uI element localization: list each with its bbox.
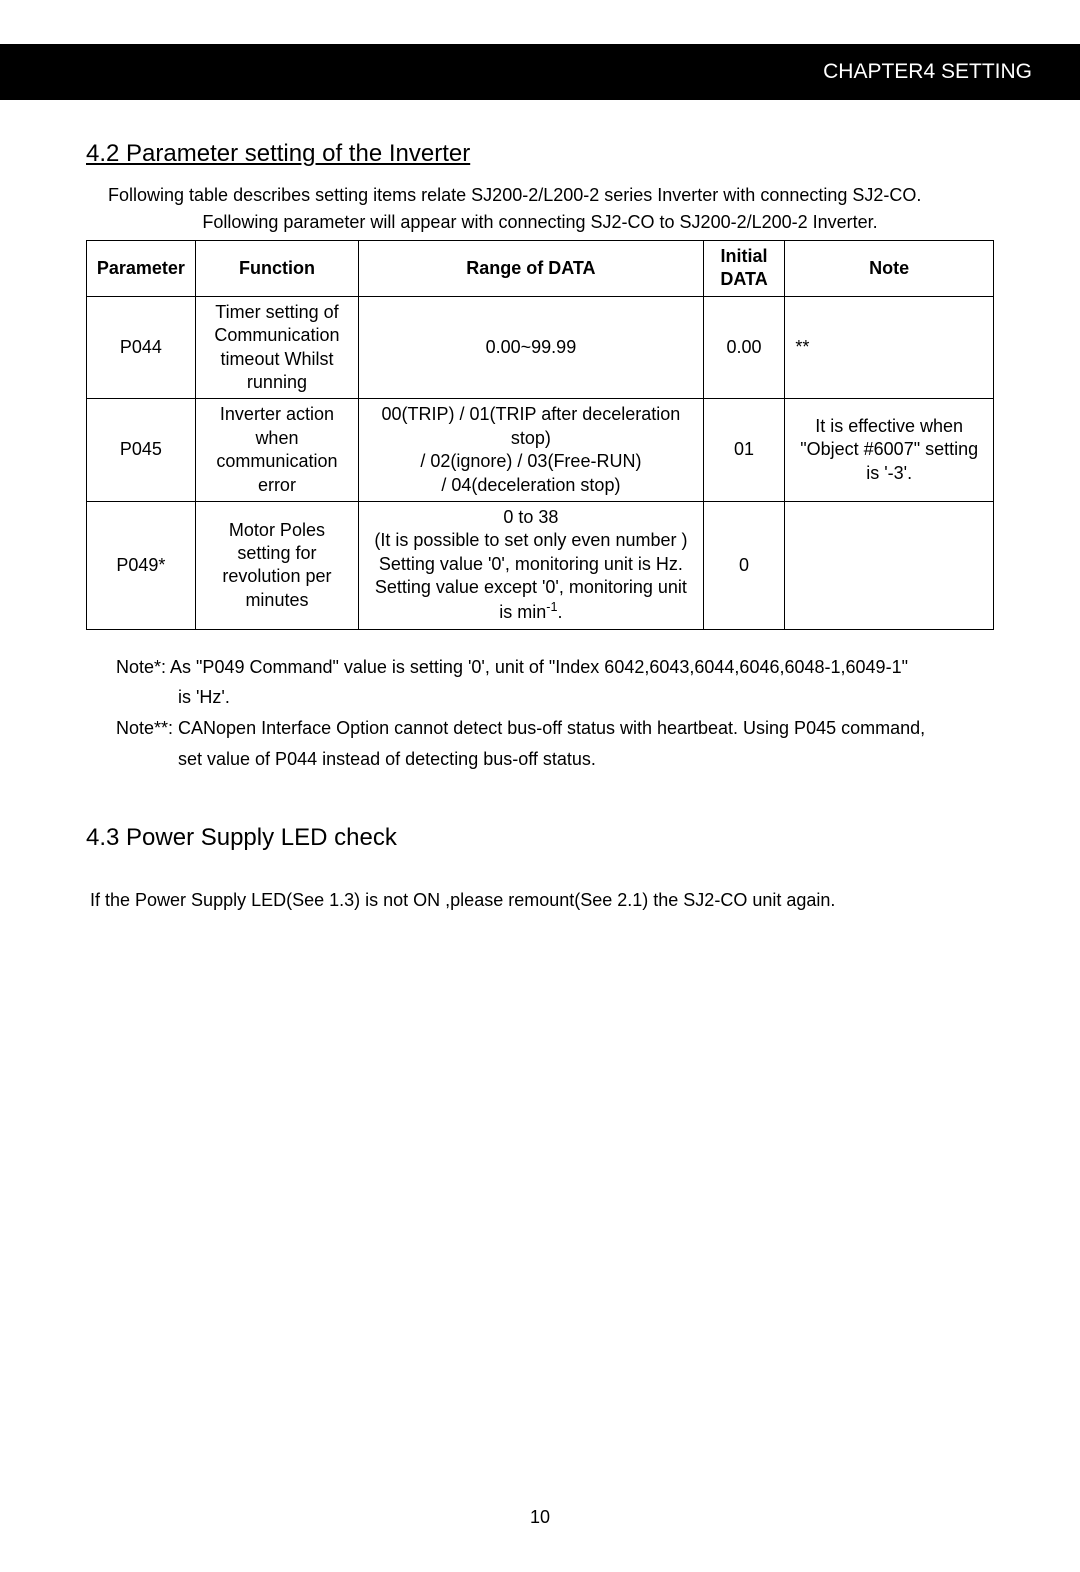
cell-range: 0 to 38 (It is possible to set only even… (359, 501, 704, 629)
footnotes: Note*: As "P049 Command" value is settin… (116, 652, 994, 774)
table-header-row: Parameter Function Range of DATA Initial… (87, 241, 994, 297)
intro-line-1: Following table describes setting items … (108, 182, 994, 209)
cell-parameter: P044 (87, 296, 196, 399)
col-note: Note (785, 241, 994, 297)
cell-range-tail: . (558, 602, 563, 622)
col-parameter: Parameter (87, 241, 196, 297)
note-2-line-2: set value of P044 instead of detecting b… (178, 744, 994, 775)
col-function: Function (195, 241, 358, 297)
chapter-header-text: CHAPTER4 SETTING (823, 60, 1032, 84)
intro-line-2: Following parameter will appear with con… (86, 209, 994, 236)
note-2-line-1: Note**: CANopen Interface Option cannot … (116, 713, 994, 744)
cell-function: Inverter action when communication error (195, 399, 358, 502)
cell-range-text: 00(TRIP) / 01(TRIP after deceleration st… (382, 404, 681, 494)
chapter-header: CHAPTER4 SETTING (0, 44, 1080, 100)
page-number: 10 (0, 1507, 1080, 1528)
cell-range: 0.00~99.99 (359, 296, 704, 399)
superscript: -1 (546, 600, 557, 614)
cell-initial: 0 (703, 501, 785, 629)
cell-note (785, 501, 994, 629)
cell-note: It is effective when "Object #6007" sett… (785, 399, 994, 502)
section-4-3-body: If the Power Supply LED(See 1.3) is not … (90, 890, 994, 911)
note-1-line-1: Note*: As "P049 Command" value is settin… (116, 652, 994, 683)
table-row: P045 Inverter action when communication … (87, 399, 994, 502)
col-range: Range of DATA (359, 241, 704, 297)
parameter-table: Parameter Function Range of DATA Initial… (86, 240, 994, 630)
table-row: P049* Motor Poles setting for revolution… (87, 501, 994, 629)
cell-function: Timer setting of Communication timeout W… (195, 296, 358, 399)
section-4-3-title: 4.3 Power Supply LED check (86, 824, 994, 852)
section-4-3: 4.3 Power Supply LED check If the Power … (86, 824, 994, 911)
section-4-2-title: 4.2 Parameter setting of the Inverter (86, 140, 994, 168)
cell-parameter: P045 (87, 399, 196, 502)
table-row: P044 Timer setting of Communication time… (87, 296, 994, 399)
cell-initial: 0.00 (703, 296, 785, 399)
note-1-line-2: is 'Hz'. (178, 682, 994, 713)
cell-range: 00(TRIP) / 01(TRIP after deceleration st… (359, 399, 704, 502)
cell-function: Motor Poles setting for revolution per m… (195, 501, 358, 629)
cell-range-text: 0 to 38 (It is possible to set only even… (374, 507, 687, 623)
cell-parameter: P049* (87, 501, 196, 629)
cell-initial: 01 (703, 399, 785, 502)
page-content: 4.2 Parameter setting of the Inverter Fo… (0, 100, 1080, 911)
col-initial: Initial DATA (703, 241, 785, 297)
cell-note: ** (785, 296, 994, 399)
